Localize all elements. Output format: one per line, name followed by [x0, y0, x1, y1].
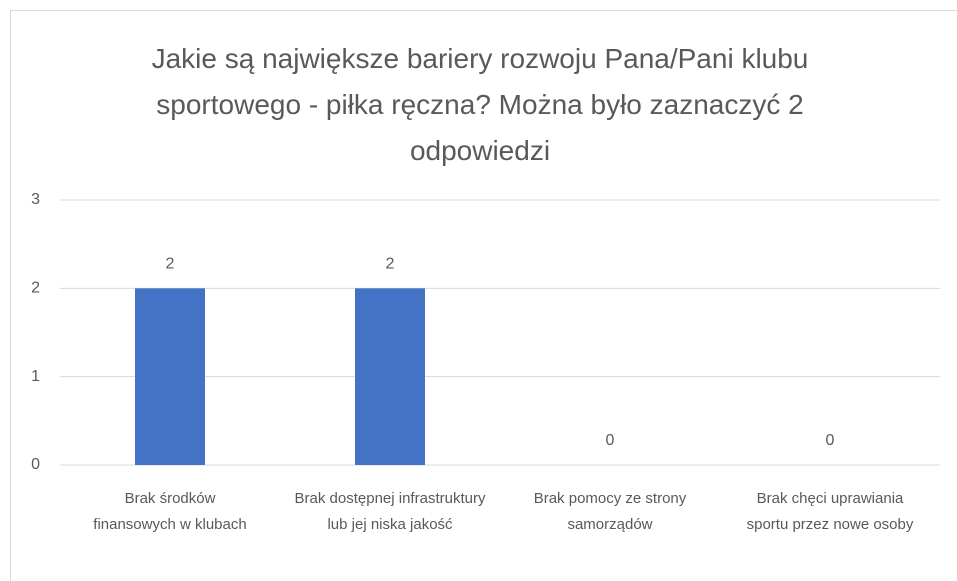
x-tick-label: Brak pomocy ze strony samorządów	[533, 490, 687, 533]
data-label: 0	[826, 432, 835, 449]
data-label: 0	[606, 432, 615, 449]
y-tick-label: 1	[31, 368, 40, 385]
y-tick-label: 0	[31, 456, 40, 473]
data-label: 2	[166, 256, 175, 273]
x-tick-label: Brak środków finansowych w klubach	[93, 490, 247, 533]
x-tick-label: Brak dostępnej infrastruktury lub jej ni…	[294, 490, 486, 533]
bar	[135, 288, 205, 465]
bar	[355, 288, 425, 465]
data-label: 2	[386, 256, 395, 273]
y-tick-label: 2	[31, 280, 40, 297]
x-tick-label: Brak chęci uprawiania sportu przez nowe …	[746, 490, 914, 533]
y-tick-label: 3	[31, 191, 40, 208]
chart-title: Jakie są największe bariery rozwoju Pana…	[151, 43, 809, 166]
chart-border	[10, 10, 957, 581]
